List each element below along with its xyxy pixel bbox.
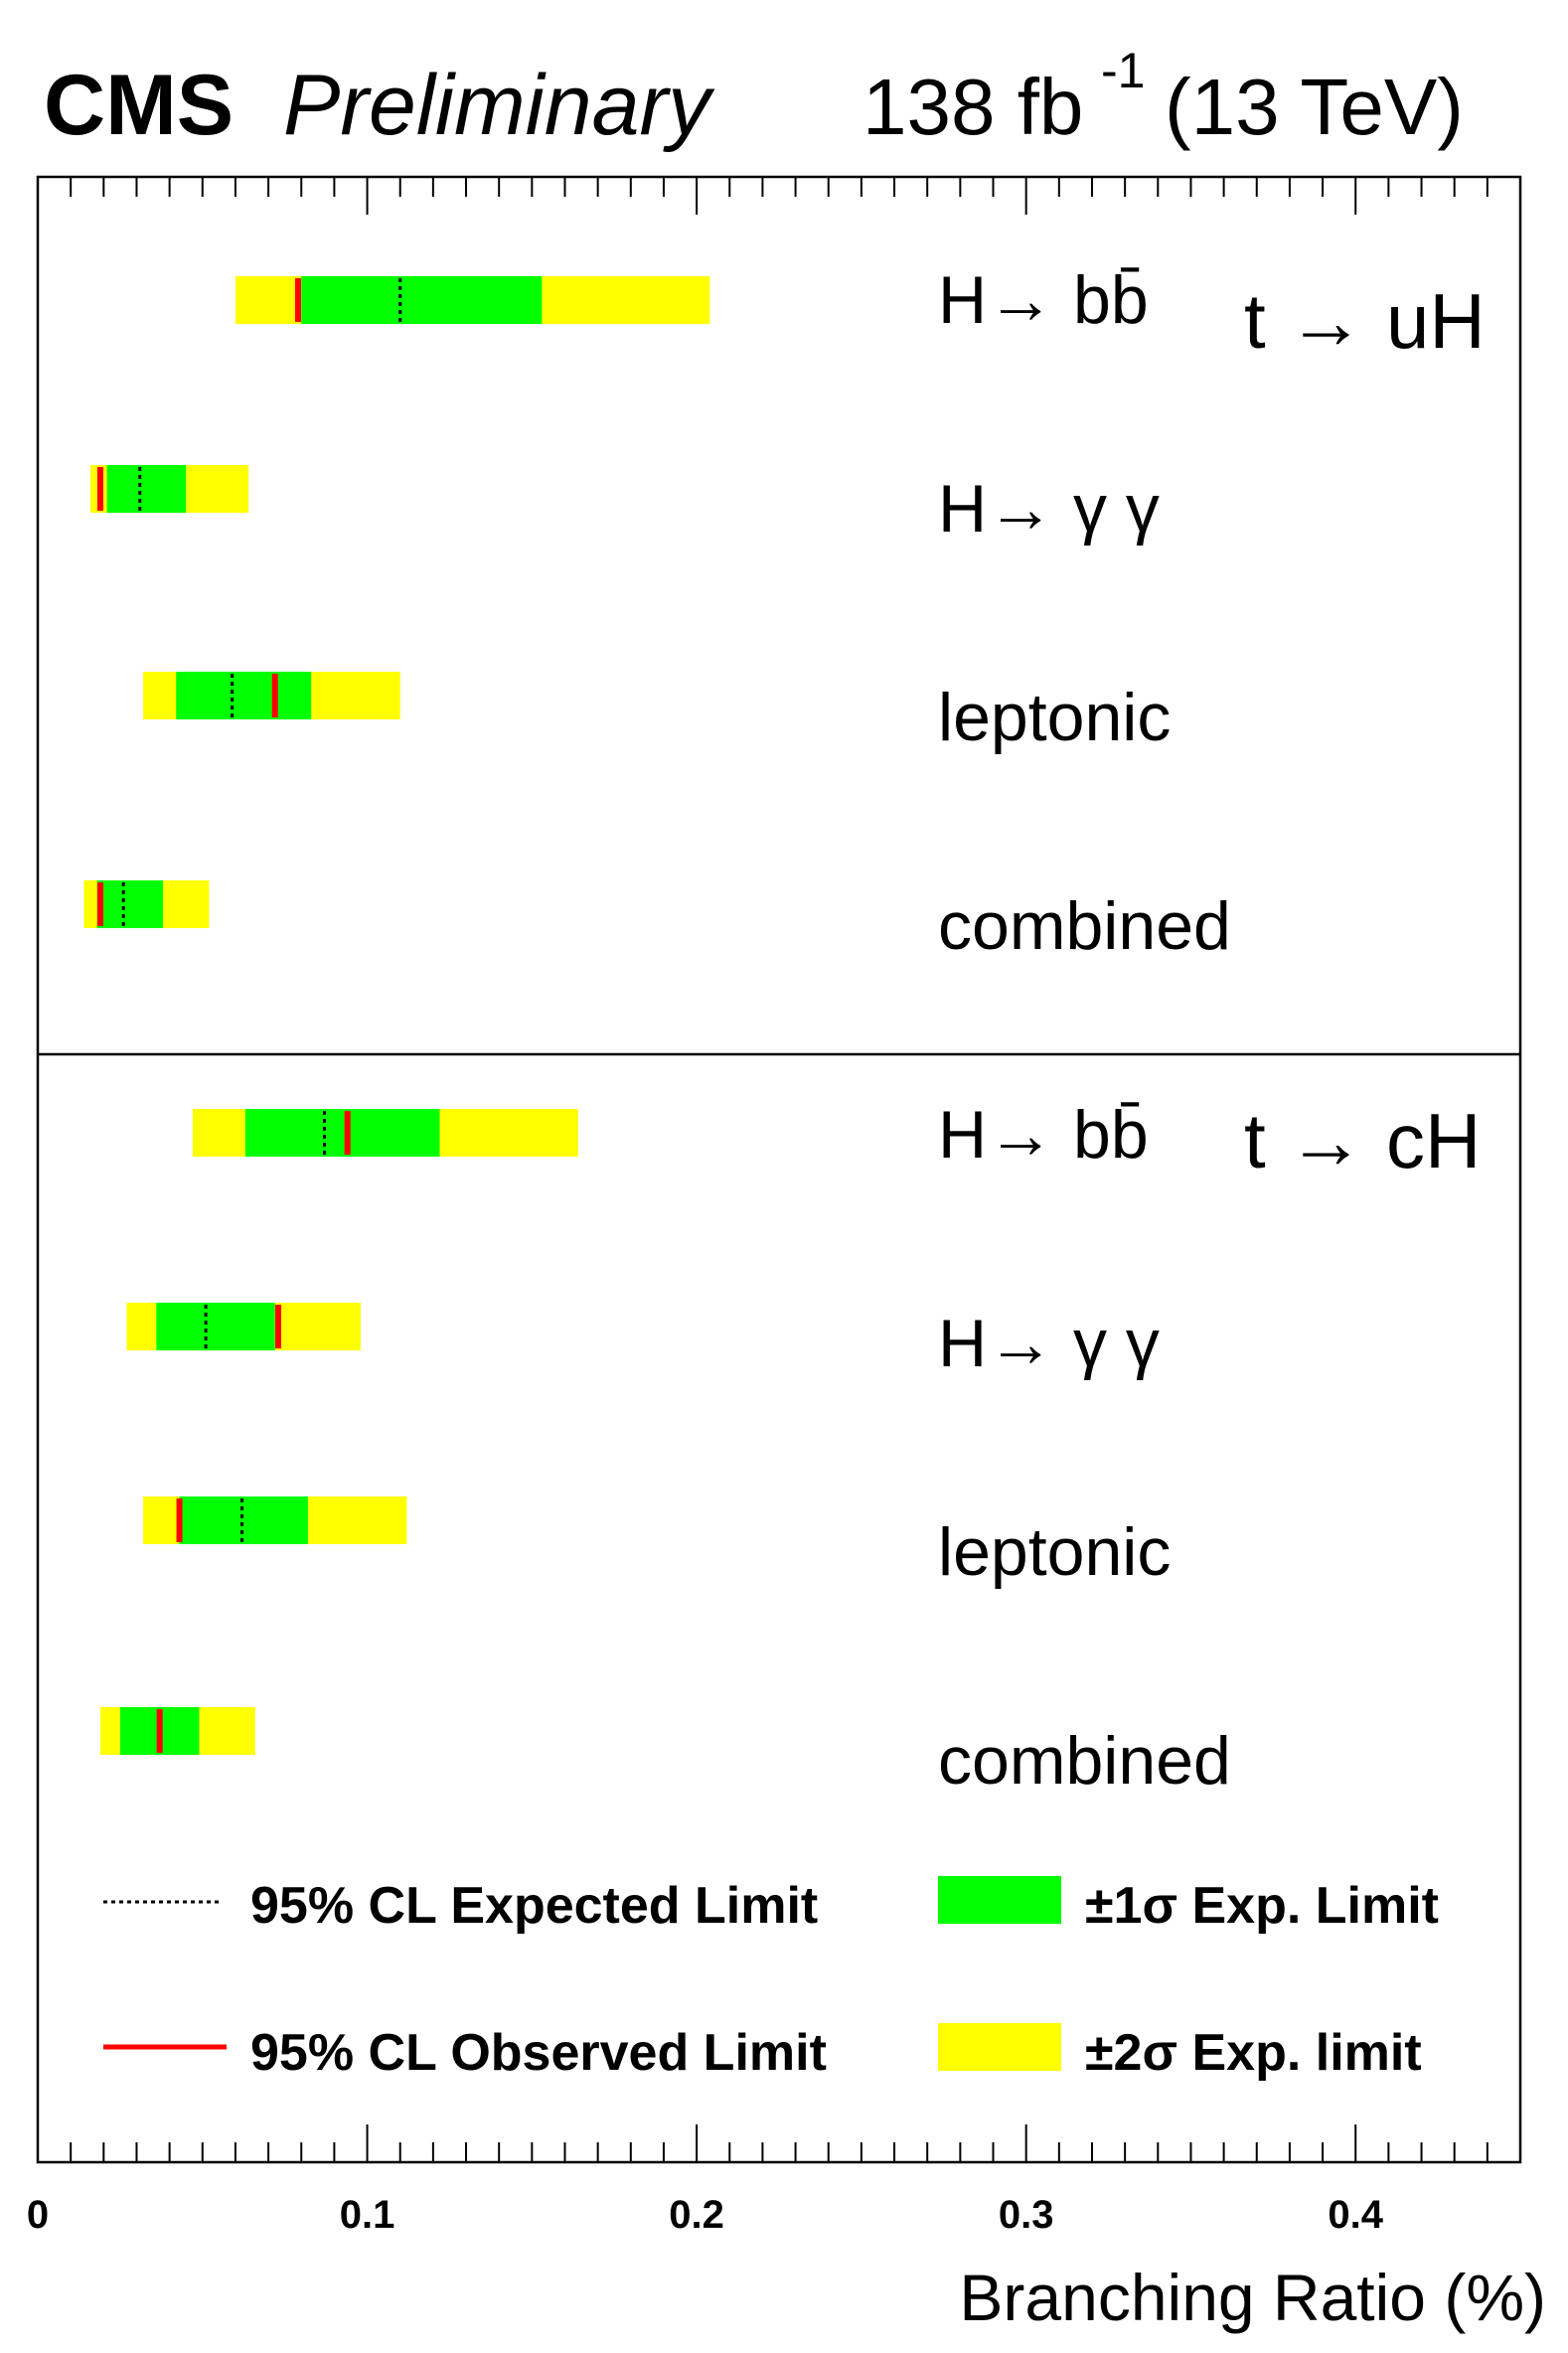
- row-label-ch-bb: H→ bb̄: [938, 1097, 1149, 1173]
- sigma1-band-uh-bb: [301, 276, 543, 324]
- row-label-ch-leptonic: leptonic: [938, 1514, 1171, 1590]
- row-label-uh-bb: H→ bb̄: [938, 262, 1149, 338]
- sigma1-band-ch-gg: [156, 1303, 275, 1350]
- limit-bands: [83, 276, 710, 1755]
- row-label-uh-leptonic: leptonic: [938, 680, 1171, 755]
- process-label-ch: t → cH: [1244, 1097, 1481, 1184]
- x-tick-labels: 0 0.1 0.2 0.3 0.4: [27, 2193, 1384, 2237]
- legend-sigma1-swatch: [938, 1876, 1061, 1924]
- legend-sigma1-label: ±1σ Exp. Limit: [1085, 1877, 1439, 1935]
- row-label-ch-combined: combined: [938, 1723, 1231, 1799]
- row-label-uh-gg: H→ γ γ: [938, 471, 1160, 547]
- sigma1-band-ch-leptonic: [179, 1496, 308, 1544]
- x-tick-label-0: 0: [27, 2193, 49, 2237]
- legend-sigma2-label: ±2σ Exp. limit: [1085, 2024, 1422, 2082]
- row-label-uh-combined: combined: [938, 888, 1231, 964]
- sigma1-band-uh-gg: [106, 465, 187, 513]
- process-label-uh: t → uH: [1244, 277, 1486, 365]
- x-tick-label-2: 0.2: [669, 2193, 724, 2237]
- x-axis-title: Branching Ratio (%): [959, 2261, 1546, 2334]
- luminosity-exponent: -1: [1101, 43, 1145, 98]
- sigma1-band-uh-combined: [96, 880, 163, 928]
- x-tick-label-1: 0.1: [340, 2193, 395, 2237]
- x-tick-label-4: 0.4: [1328, 2193, 1383, 2237]
- plot-frame: [36, 175, 1522, 2164]
- row-labels: H→ bb̄ H→ γ γ leptonic combined H→ bb̄ H→ γ γ…: [938, 262, 1231, 1799]
- legend-observed-label: 95% CL Observed Limit: [250, 2024, 827, 2082]
- preliminary-label: Preliminary: [283, 58, 715, 153]
- legend-sigma2-swatch: [938, 2023, 1061, 2071]
- sigma1-band-ch-bb: [244, 1109, 440, 1157]
- row-label-ch-gg: H→ γ γ: [938, 1306, 1160, 1381]
- sigma1-band-uh-leptonic: [176, 672, 312, 719]
- energy-label: (13 TeV): [1165, 63, 1464, 151]
- limit-marks: [96, 278, 402, 1753]
- legend-expected-label: 95% CL Expected Limit: [250, 1877, 818, 1935]
- luminosity-label: 138 fb: [862, 63, 1083, 151]
- legend: 95% CL Expected Limit ±1σ Exp. Limit 95%…: [103, 1876, 1439, 2082]
- cms-label: CMS: [44, 58, 234, 153]
- x-tick-label-3: 0.3: [999, 2193, 1054, 2237]
- x-axis-ticks: [70, 177, 1489, 2162]
